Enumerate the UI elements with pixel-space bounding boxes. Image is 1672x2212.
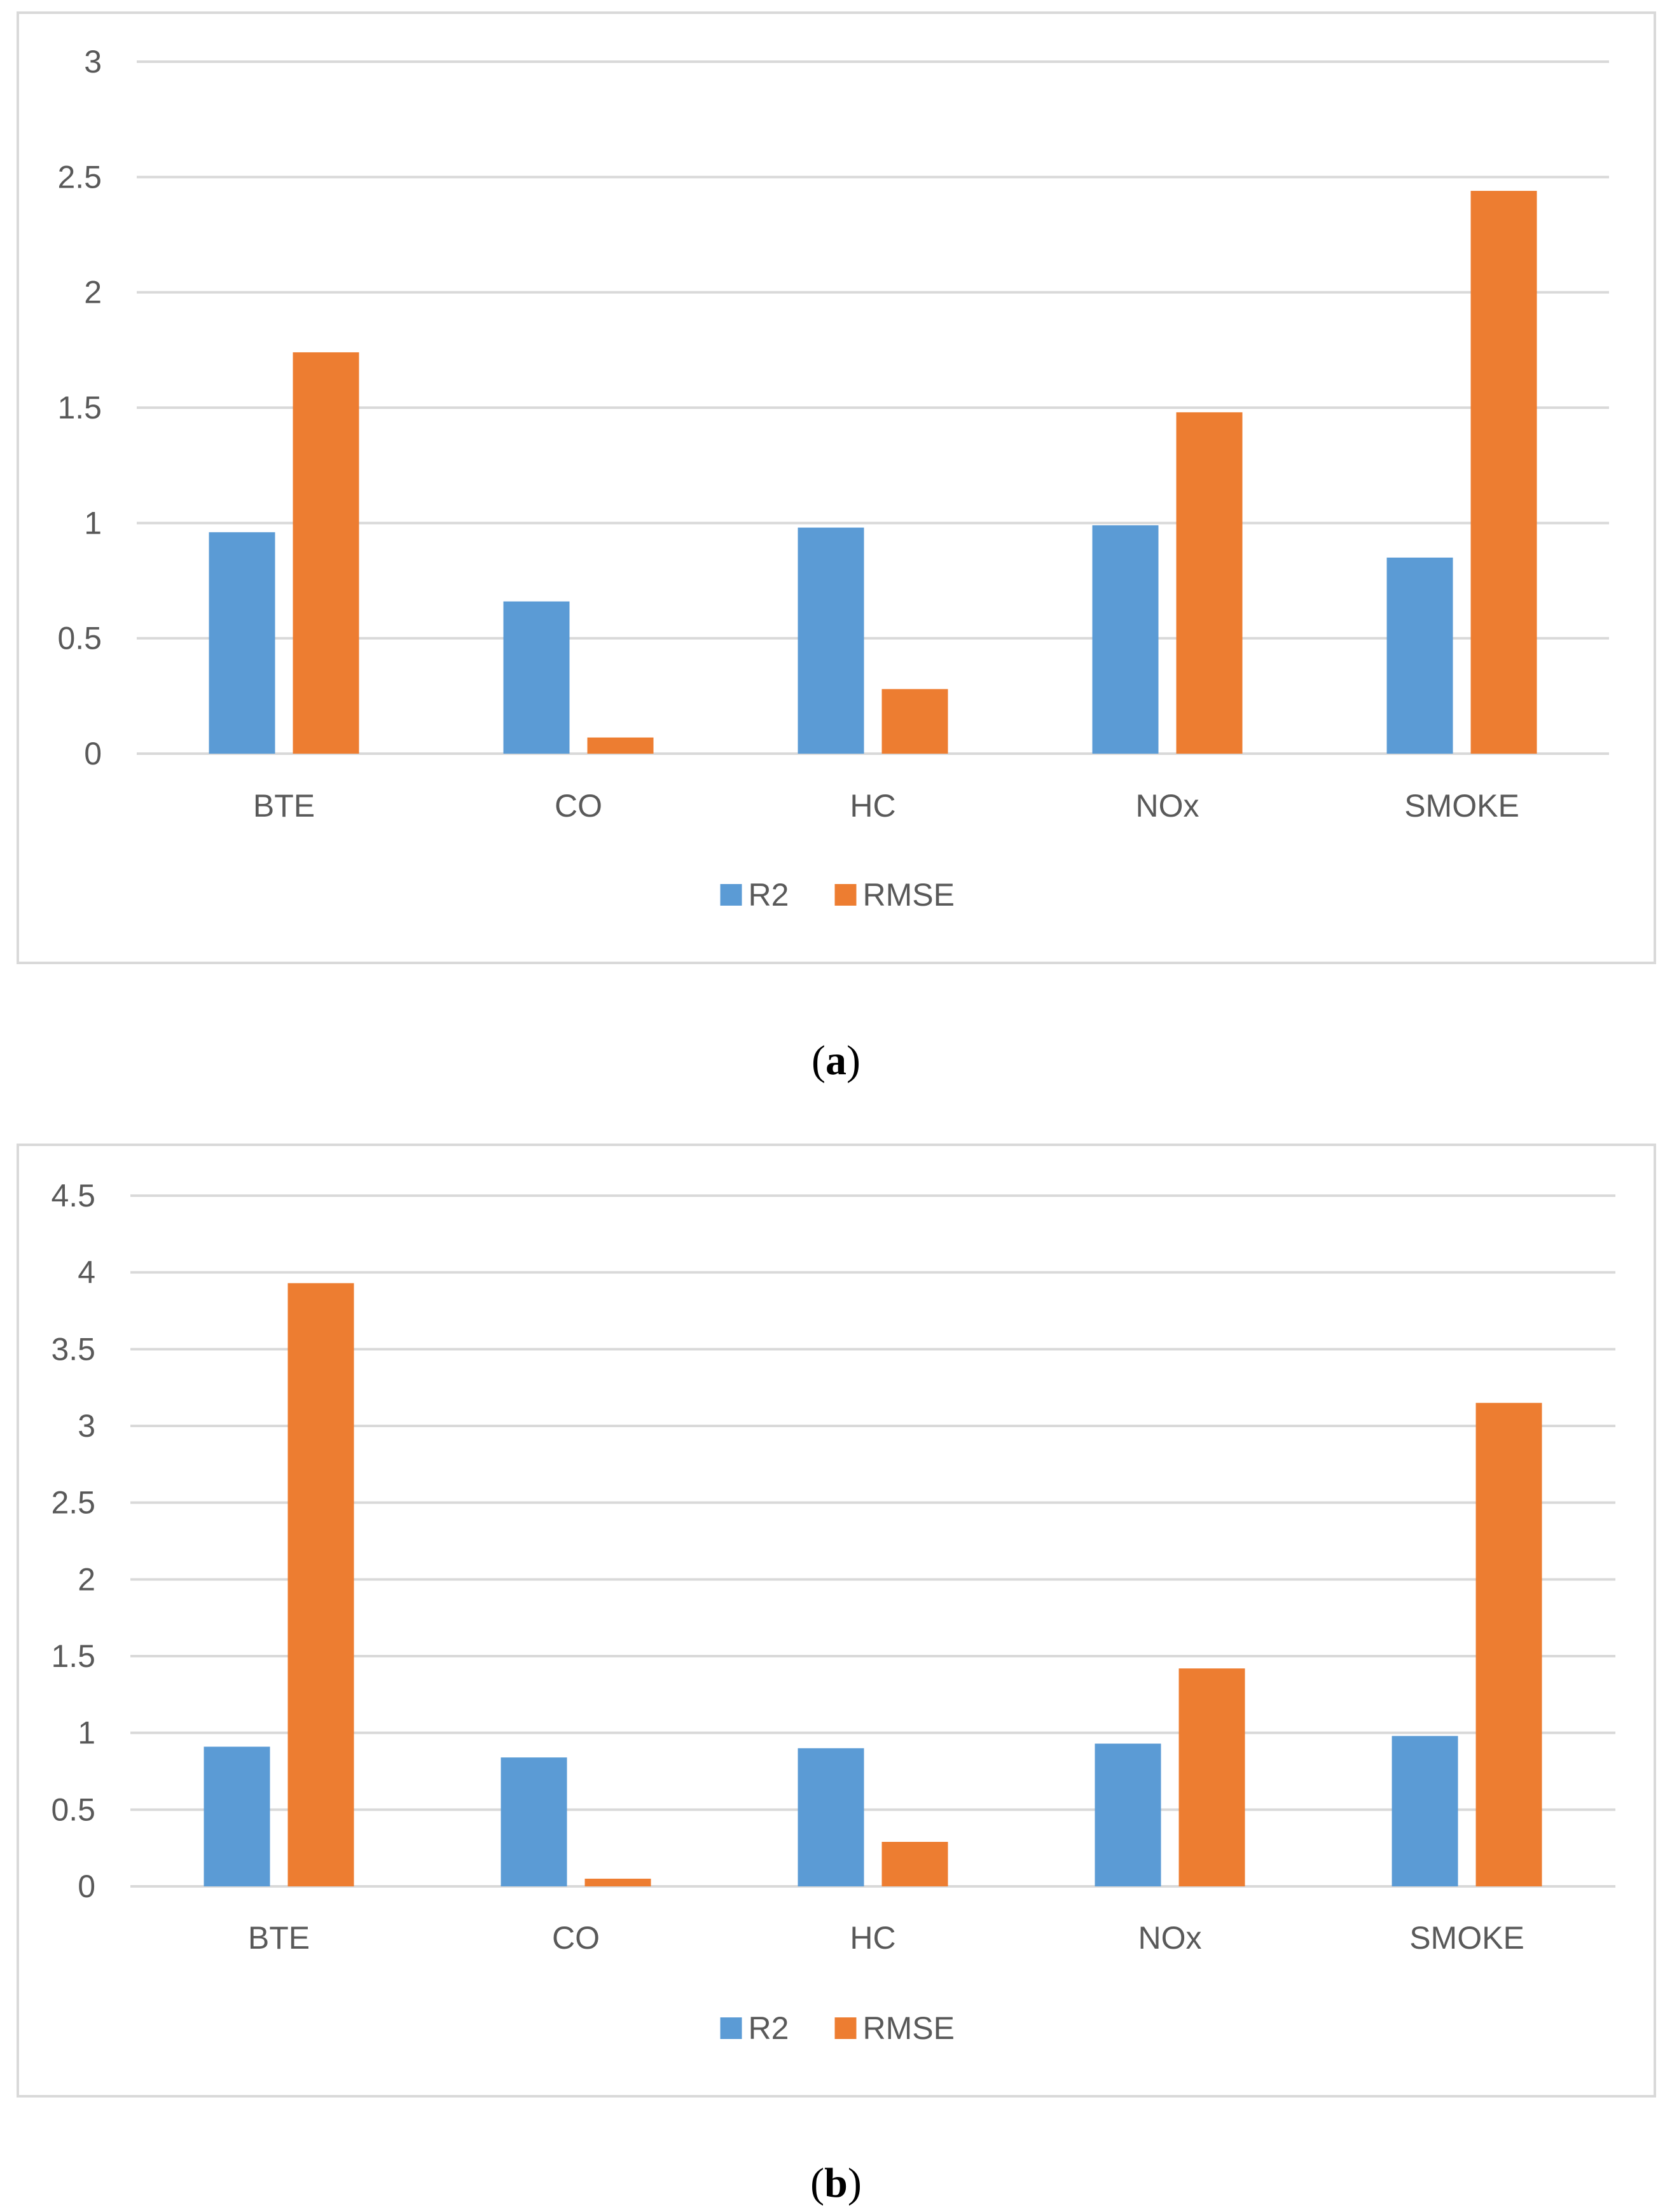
chart-panel-a: 0 0.5 1 1.5 2 2.5 3 BTE CO HC NOx SMOKE R2 RMSE: [17, 11, 1656, 964]
caption-b-letter: b: [824, 2160, 848, 2206]
bar-b-r2-co: [501, 1757, 567, 1886]
y-tick-label-b-6: 3: [78, 1408, 95, 1444]
y-tick-label-a-2: 1: [84, 505, 102, 541]
bar-a-r2-co: [503, 601, 570, 754]
y-tick-label-a-1: 0.5: [57, 621, 102, 656]
legend-label-a-rmse: RMSE: [863, 877, 955, 913]
bar-b-r2-smoke: [1392, 1736, 1458, 1886]
x-tick-label-b-co: CO: [552, 1920, 600, 1956]
bar-b-rmse-smoke: [1475, 1402, 1542, 1886]
y-tick-label-b-1: 0.5: [51, 1792, 95, 1827]
bar-chart-b: 0 0.5 1 1.5 2 2.5 3 3.5 4 4.5 BTE CO HC NOx SMOKE R2 RMS…: [51, 1178, 1615, 2046]
x-tick-label-b-smoke: SMOKE: [1409, 1920, 1524, 1956]
x-tick-label-a-hc: HC: [850, 788, 895, 824]
chart-panel-b: 0 0.5 1 1.5 2 2.5 3 3.5 4 4.5 BTE CO HC NOx SMOKE R2 RMS…: [17, 1144, 1656, 2098]
y-tick-label-a-5: 2.5: [57, 159, 102, 195]
bar-a-r2-bte: [209, 532, 275, 754]
y-tick-label-b-3: 1.5: [51, 1638, 95, 1674]
bar-a-r2-smoke: [1386, 557, 1453, 754]
y-tick-label-b-8: 4: [78, 1255, 95, 1290]
bar-a-r2-nox: [1092, 525, 1159, 754]
x-tick-label-b-bte: BTE: [248, 1920, 310, 1956]
y-tick-label-b-7: 3.5: [51, 1331, 95, 1367]
bar-b-r2-hc: [798, 1748, 864, 1886]
bar-a-rmse-bte: [293, 352, 359, 754]
caption-a-open: (: [812, 1037, 826, 1084]
legend-swatch-a-rmse: [834, 884, 857, 906]
bar-a-rmse-nox: [1176, 412, 1243, 754]
y-tick-label-b-9: 4.5: [51, 1178, 95, 1213]
legend-swatch-a-r2: [720, 884, 742, 906]
y-tick-label-a-6: 3: [84, 44, 102, 79]
y-tick-label-b-5: 2.5: [51, 1485, 95, 1521]
x-tick-label-a-bte: BTE: [253, 788, 315, 824]
x-tick-label-b-hc: HC: [850, 1920, 895, 1956]
y-tick-label-a-4: 2: [84, 275, 102, 310]
caption-b: (b): [0, 2159, 1672, 2208]
x-tick-label-a-smoke: SMOKE: [1404, 788, 1519, 824]
y-tick-label-a-0: 0: [84, 736, 102, 771]
x-tick-label-a-nox: NOx: [1136, 788, 1199, 824]
bar-a-rmse-smoke: [1470, 191, 1537, 754]
caption-b-close: ): [847, 2160, 862, 2206]
bar-b-rmse-co: [584, 1878, 651, 1886]
bar-a-r2-hc: [798, 527, 864, 754]
bar-b-r2-bte: [204, 1746, 270, 1886]
y-tick-label-b-0: 0: [78, 1869, 95, 1904]
x-tick-label-b-nox: NOx: [1138, 1920, 1202, 1956]
caption-a-close: ): [846, 1037, 860, 1084]
bar-a-rmse-hc: [881, 689, 948, 754]
bar-b-rmse-hc: [881, 1842, 948, 1886]
bar-b-rmse-bte: [287, 1283, 354, 1886]
x-tick-label-a-co: CO: [555, 788, 602, 824]
caption-a-letter: a: [826, 1037, 846, 1084]
legend-label-b-r2: R2: [749, 2010, 789, 2046]
caption-b-open: (: [810, 2160, 825, 2206]
legend-label-a-r2: R2: [749, 877, 789, 913]
legend-swatch-b-r2: [720, 2017, 742, 2039]
legend-label-b-rmse: RMSE: [863, 2010, 955, 2046]
bar-b-r2-nox: [1095, 1743, 1161, 1886]
y-tick-label-b-4: 2: [78, 1561, 95, 1597]
caption-a: (a): [0, 1037, 1672, 1085]
bar-chart-a: 0 0.5 1 1.5 2 2.5 3 BTE CO HC NOx SMOKE R2 RMSE: [57, 44, 1609, 913]
bar-b-rmse-nox: [1178, 1668, 1245, 1886]
legend-swatch-b-rmse: [834, 2017, 857, 2039]
bar-a-rmse-co: [587, 737, 654, 754]
y-tick-label-a-3: 1.5: [57, 390, 102, 425]
y-tick-label-b-2: 1: [78, 1715, 95, 1751]
